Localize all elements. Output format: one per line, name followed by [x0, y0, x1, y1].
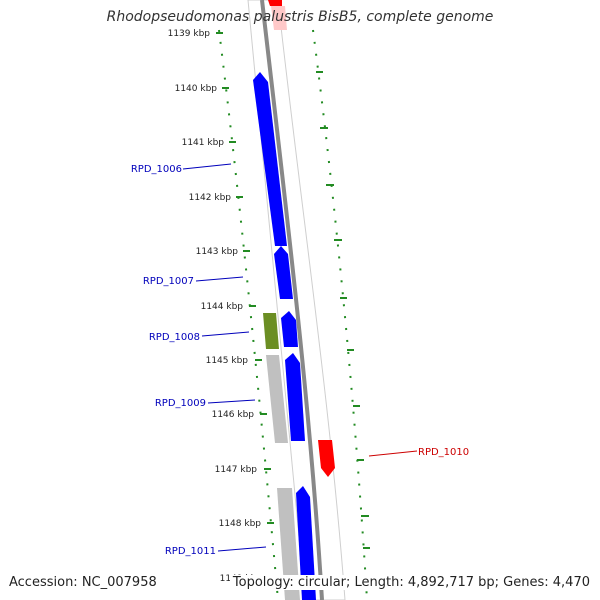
genome-summary: Topology: circular; Length: 4,892,717 bp…	[229, 575, 590, 590]
tick-1147: 1147 kbp	[215, 465, 271, 475]
gene-leaders	[182, 163, 418, 552]
svg-text:1148 kbp: 1148 kbp	[219, 519, 262, 529]
tick-1139: 1139 kbp	[168, 29, 223, 39]
tick-1141: 1141 kbp	[182, 138, 236, 148]
gene-labels: RPD_1006 RPD_1007 RPD_1008 RPD_1009 RPD_…	[131, 164, 469, 557]
svg-text:1140 kbp: 1140 kbp	[175, 84, 218, 94]
cds-rpd-1007	[274, 246, 293, 299]
tick-1145: 1145 kbp	[206, 356, 262, 366]
backbone-line	[260, 0, 324, 600]
cds-rpd-1008	[281, 311, 298, 347]
gene-label-rpd-1009: RPD_1009	[155, 398, 206, 409]
cds-rpd-1009	[285, 353, 305, 441]
gene-label-rpd-1010: RPD_1010	[418, 447, 469, 458]
svg-text:1139 kbp: 1139 kbp	[168, 29, 211, 39]
gene-label-rpd-1011: RPD_1011	[165, 546, 216, 557]
tick-1148: 1148 kbp	[219, 519, 274, 529]
svg-text:1147 kbp: 1147 kbp	[215, 465, 258, 475]
gene-label-rpd-1008: RPD_1008	[149, 332, 200, 343]
top-red-feature	[268, 0, 282, 6]
tick-1140: 1140 kbp	[175, 84, 229, 94]
genome-title: Rhodopseudomonas palustris BisB5, comple…	[106, 9, 494, 25]
cds-rpd-1010	[318, 440, 335, 477]
tick-1146: 1146 kbp	[212, 410, 267, 420]
accession-label: Accession: NC_007958	[9, 575, 157, 590]
gene-label-rpd-1006: RPD_1006	[131, 164, 182, 175]
svg-text:1146 kbp: 1146 kbp	[212, 410, 255, 420]
tick-1143: 1143 kbp	[196, 247, 250, 257]
rna-feature-rpd-1008	[263, 313, 279, 349]
svg-text:1144 kbp: 1144 kbp	[201, 302, 244, 312]
inner-dotted-ring	[218, 29, 279, 600]
svg-text:1142 kbp: 1142 kbp	[189, 193, 232, 203]
outer-dash-marks	[316, 71, 370, 549]
tick-1142: 1142 kbp	[189, 193, 243, 203]
svg-text:1145 kbp: 1145 kbp	[206, 356, 249, 366]
outer-dotted-ring	[312, 29, 368, 600]
gc-segment-1	[266, 355, 288, 443]
cds-rpd-1006	[253, 72, 287, 246]
tick-1144: 1144 kbp	[201, 302, 256, 312]
gene-label-rpd-1007: RPD_1007	[143, 276, 194, 287]
cds-rpd-1011	[296, 486, 316, 600]
svg-text:1141 kbp: 1141 kbp	[182, 138, 225, 148]
svg-text:1143 kbp: 1143 kbp	[196, 247, 239, 257]
top-pink-feature	[271, 6, 287, 30]
gc-segment-2	[277, 488, 300, 600]
